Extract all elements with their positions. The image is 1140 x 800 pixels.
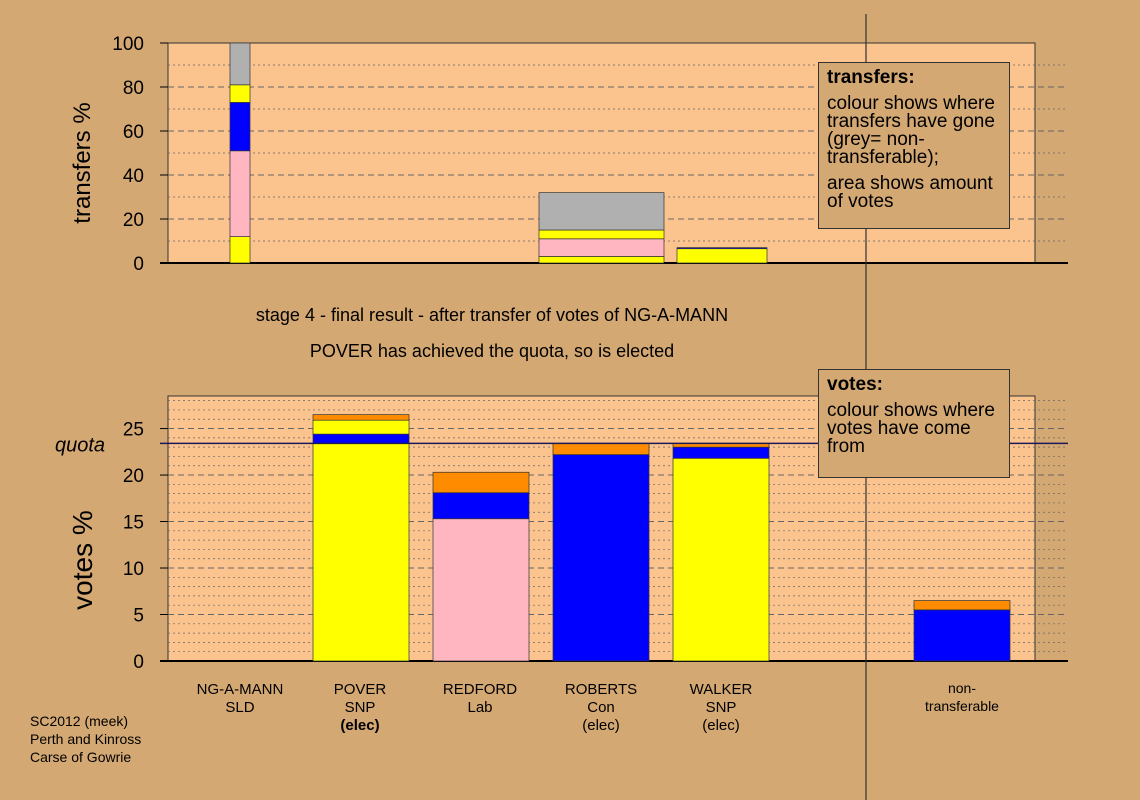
transfers-y-tick-label: 40 bbox=[123, 166, 144, 187]
transfers-y-axis-label: transfers % bbox=[69, 102, 96, 223]
votes-y-axis-label: votes % bbox=[67, 510, 98, 610]
candidate-name: REDFORD bbox=[442, 681, 518, 698]
votes-bar-segment-blue bbox=[312, 433, 410, 444]
votes-bar-segment-orange bbox=[913, 600, 1011, 611]
candidate-name: non- bbox=[947, 680, 977, 696]
transfers-bar-segment-pink bbox=[538, 238, 665, 257]
candidate-name: NG-A-MANN bbox=[196, 681, 284, 698]
votes-y-tick-label: 25 bbox=[123, 420, 144, 441]
transfers-bar-segment-yellow bbox=[229, 84, 251, 103]
votes-bar-segment-orange bbox=[432, 471, 530, 494]
candidate-name: WALKER bbox=[689, 681, 753, 698]
candidate-party: Con bbox=[587, 699, 615, 716]
votes-y-tick-label: 0 bbox=[133, 652, 144, 673]
votes-bar-segment-yellow bbox=[672, 457, 770, 662]
votes-bar-segment-blue bbox=[432, 492, 530, 520]
quota-label: quota bbox=[55, 434, 105, 456]
votes-legend-box: votes: colour shows where votes have com… bbox=[818, 369, 1010, 478]
transfers-bar-segment-yellow bbox=[538, 256, 665, 264]
votes-y-tick-label: 15 bbox=[123, 513, 144, 534]
votes-bar-segment-pink bbox=[432, 518, 530, 662]
transfers-bar-segment-blue bbox=[676, 247, 768, 250]
transfers-legend-box: transfers: colour shows where transfers … bbox=[818, 62, 1010, 229]
stage-title: stage 4 - final result - after transfer … bbox=[255, 305, 729, 325]
candidate-status: (elec) bbox=[340, 717, 380, 734]
votes-y-tick-label: 20 bbox=[123, 466, 144, 487]
candidate-label-roberts: ROBERTS Con (elec) bbox=[541, 681, 661, 735]
footer-line-2: Perth and Kinross bbox=[30, 731, 142, 747]
transfers-bar-segment-yellow bbox=[676, 248, 768, 264]
candidate-party: SNP bbox=[705, 699, 737, 716]
votes-bar-segment-yellow bbox=[312, 419, 410, 435]
votes-bar-segment-blue bbox=[913, 609, 1011, 662]
transfers-bar-segment-grey bbox=[229, 42, 251, 86]
transfers-legend-title: transfers: bbox=[827, 67, 915, 88]
votes-y-tick-label: 10 bbox=[123, 559, 144, 580]
candidate-party: transferable bbox=[925, 698, 999, 714]
votes-bar-segment-orange bbox=[312, 414, 410, 421]
transfers-y-tick-label: 80 bbox=[123, 78, 144, 99]
votes-legend-title: votes: bbox=[827, 374, 883, 395]
votes-y-tick-label: 5 bbox=[133, 606, 144, 627]
votes-bar-segment-yellow bbox=[312, 443, 410, 662]
candidate-label-pover: POVER SNP (elec) bbox=[300, 681, 420, 735]
candidate-name: POVER bbox=[333, 681, 387, 698]
transfers-y-tick-label: 20 bbox=[123, 210, 144, 231]
votes-legend-text-1: colour shows where votes have come from bbox=[827, 400, 995, 457]
transfers-bar-segment-pink bbox=[229, 150, 251, 237]
candidate-name: ROBERTS bbox=[564, 681, 638, 698]
transfers-bar-segment-yellow bbox=[229, 236, 251, 264]
transfers-bar-segment-grey bbox=[538, 192, 665, 231]
candidate-label-non-transferable: non- transferable bbox=[902, 679, 1022, 715]
transfers-y-tick-label: 60 bbox=[123, 122, 144, 143]
candidate-status: (elec) bbox=[702, 717, 740, 734]
transfers-bar-segment-blue bbox=[229, 102, 251, 152]
footer-info: SC2012 (meek) Perth and Kinross Carse of… bbox=[30, 712, 141, 766]
transfers-y-tick-label: 100 bbox=[112, 34, 144, 55]
candidate-party: SNP bbox=[344, 699, 376, 716]
candidate-label-walker: WALKER SNP (elec) bbox=[661, 681, 781, 735]
transfers-legend-text-2: area shows amount of votes bbox=[827, 173, 993, 212]
candidate-party: Lab bbox=[467, 699, 493, 716]
footer-line-1: SC2012 (meek) bbox=[30, 713, 129, 729]
candidate-status: (elec) bbox=[582, 717, 620, 734]
transfers-legend-text-1: colour shows where transfers have gone (… bbox=[827, 93, 995, 168]
votes-bar-segment-blue bbox=[552, 454, 650, 662]
candidate-label-ng-a-mann: NG-A-MANN SLD bbox=[180, 681, 300, 717]
votes-bar-segment-blue bbox=[672, 446, 770, 459]
candidate-label-redford: REDFORD Lab bbox=[420, 681, 540, 717]
transfers-y-tick-label: 0 bbox=[133, 254, 144, 275]
stage-subtitle: POVER has achieved the quota, so is elec… bbox=[309, 341, 675, 361]
footer-line-3: Carse of Gowrie bbox=[30, 749, 132, 765]
transfers-bar-segment-yellow bbox=[538, 229, 665, 240]
candidate-party: SLD bbox=[225, 699, 255, 716]
votes-bar-segment-orange bbox=[552, 443, 650, 455]
